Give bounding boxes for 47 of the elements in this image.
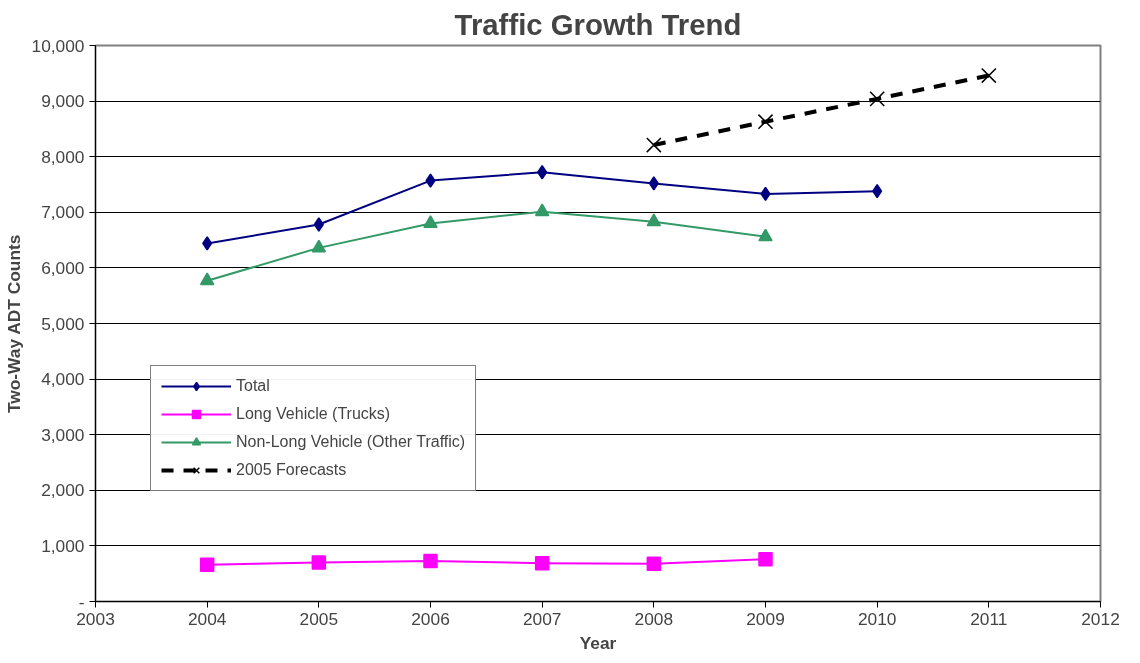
x-tick-label: 2006 (411, 608, 450, 629)
y-tick-label: 8,000 (41, 146, 85, 167)
point (423, 215, 438, 228)
point (758, 228, 773, 242)
y-tick-label: 2,000 (41, 480, 85, 501)
legend-label: 2005 Forecasts (236, 461, 347, 479)
point (425, 173, 436, 188)
point (199, 272, 215, 286)
point (981, 67, 997, 84)
y-axis-title: Two-Way ADT Counts (3, 234, 24, 414)
point (423, 553, 438, 569)
x-tick-label: 2011 (970, 608, 1008, 629)
x-tick-label: 2008 (634, 608, 674, 629)
point (646, 556, 662, 571)
point (757, 113, 774, 130)
x-tick-label: 2009 (746, 608, 785, 629)
y-tick-label: 7,000 (41, 202, 85, 223)
point (534, 555, 550, 571)
point (646, 213, 662, 227)
x-tick-label: 2007 (522, 608, 562, 629)
chart-title: Traffic Growth Trend (454, 7, 742, 41)
x-tick-label: 2010 (857, 608, 897, 629)
point (202, 236, 213, 251)
point (199, 557, 215, 573)
point (869, 91, 885, 107)
y-tick-label: 4,000 (41, 369, 85, 390)
point (537, 165, 548, 180)
point (534, 203, 550, 217)
x-tick-label: 2004 (187, 608, 227, 629)
legend-label: Non-Long Vehicle (Other Traffic) (236, 433, 466, 451)
y-tick-label: 6,000 (41, 257, 85, 278)
point (648, 176, 659, 191)
x-tick-label: 2012 (1081, 608, 1120, 629)
y-tick-label: 3,000 (41, 424, 85, 445)
point (758, 551, 773, 567)
legend-label: Long Vehicle (Trucks) (236, 405, 391, 423)
y-tick-label: 9,000 (41, 91, 85, 112)
y-tick-label: 5,000 (41, 313, 85, 334)
x-axis-title: Year (579, 632, 617, 653)
point (313, 217, 324, 232)
x-tick-label: 2005 (299, 608, 339, 629)
point (311, 239, 327, 253)
point (646, 137, 662, 153)
legend-label: Total (236, 377, 270, 395)
y-tick-label: 1,000 (41, 535, 85, 556)
y-tick-label: 10,000 (31, 35, 85, 56)
point (311, 555, 327, 570)
